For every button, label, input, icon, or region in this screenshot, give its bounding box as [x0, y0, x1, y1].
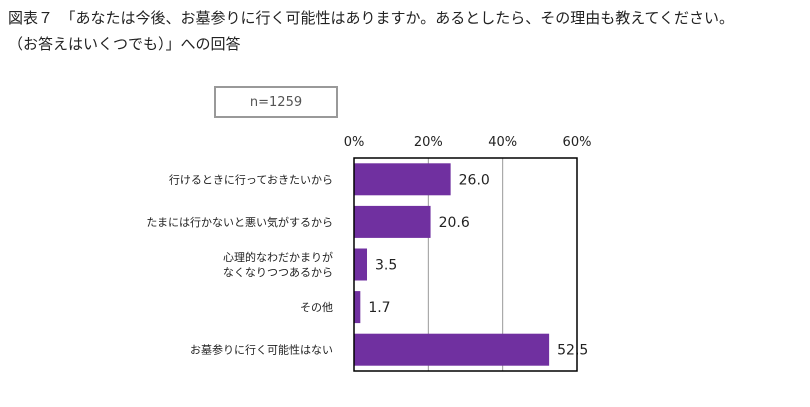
- bar-value-label: 1.7: [368, 300, 390, 316]
- bar: [354, 333, 550, 366]
- bar-value-label: 26.0: [459, 172, 490, 188]
- plot-frame: [353, 157, 578, 372]
- x-tick-label: 20%: [414, 135, 443, 150]
- chart-title-line-2: （お答えはいくつでも）」への回答: [8, 35, 241, 53]
- x-tick-label: 40%: [488, 135, 517, 150]
- category-label: 行けるときに行っておきたいから: [169, 173, 333, 186]
- x-tick-label: 0%: [344, 135, 365, 150]
- category-label: その他: [300, 301, 333, 314]
- category-label: 心理的なわだかまりが: [223, 250, 333, 264]
- sample-size-label: n=1259: [249, 94, 303, 110]
- bar: [354, 163, 451, 196]
- sample-size-box: n=1259: [214, 86, 338, 118]
- bar: [354, 291, 361, 324]
- category-label: たまには行かないと悪い気がするから: [146, 215, 333, 229]
- chart-title-line-1: 図表７ 「あなたは今後、お墓参りに行く可能性はありますか。あるとしたら、その理由…: [8, 9, 735, 27]
- x-tick-label: 60%: [563, 135, 592, 150]
- bar-value-label: 20.6: [439, 215, 470, 231]
- category-label: なくなりつつあるから: [223, 266, 333, 279]
- bar-value-label: 52.5: [557, 343, 588, 359]
- category-label: お墓参りに行く可能性はない: [190, 343, 333, 357]
- bar: [354, 248, 368, 281]
- bar-value-label: 3.5: [375, 258, 397, 274]
- bar: [354, 205, 431, 238]
